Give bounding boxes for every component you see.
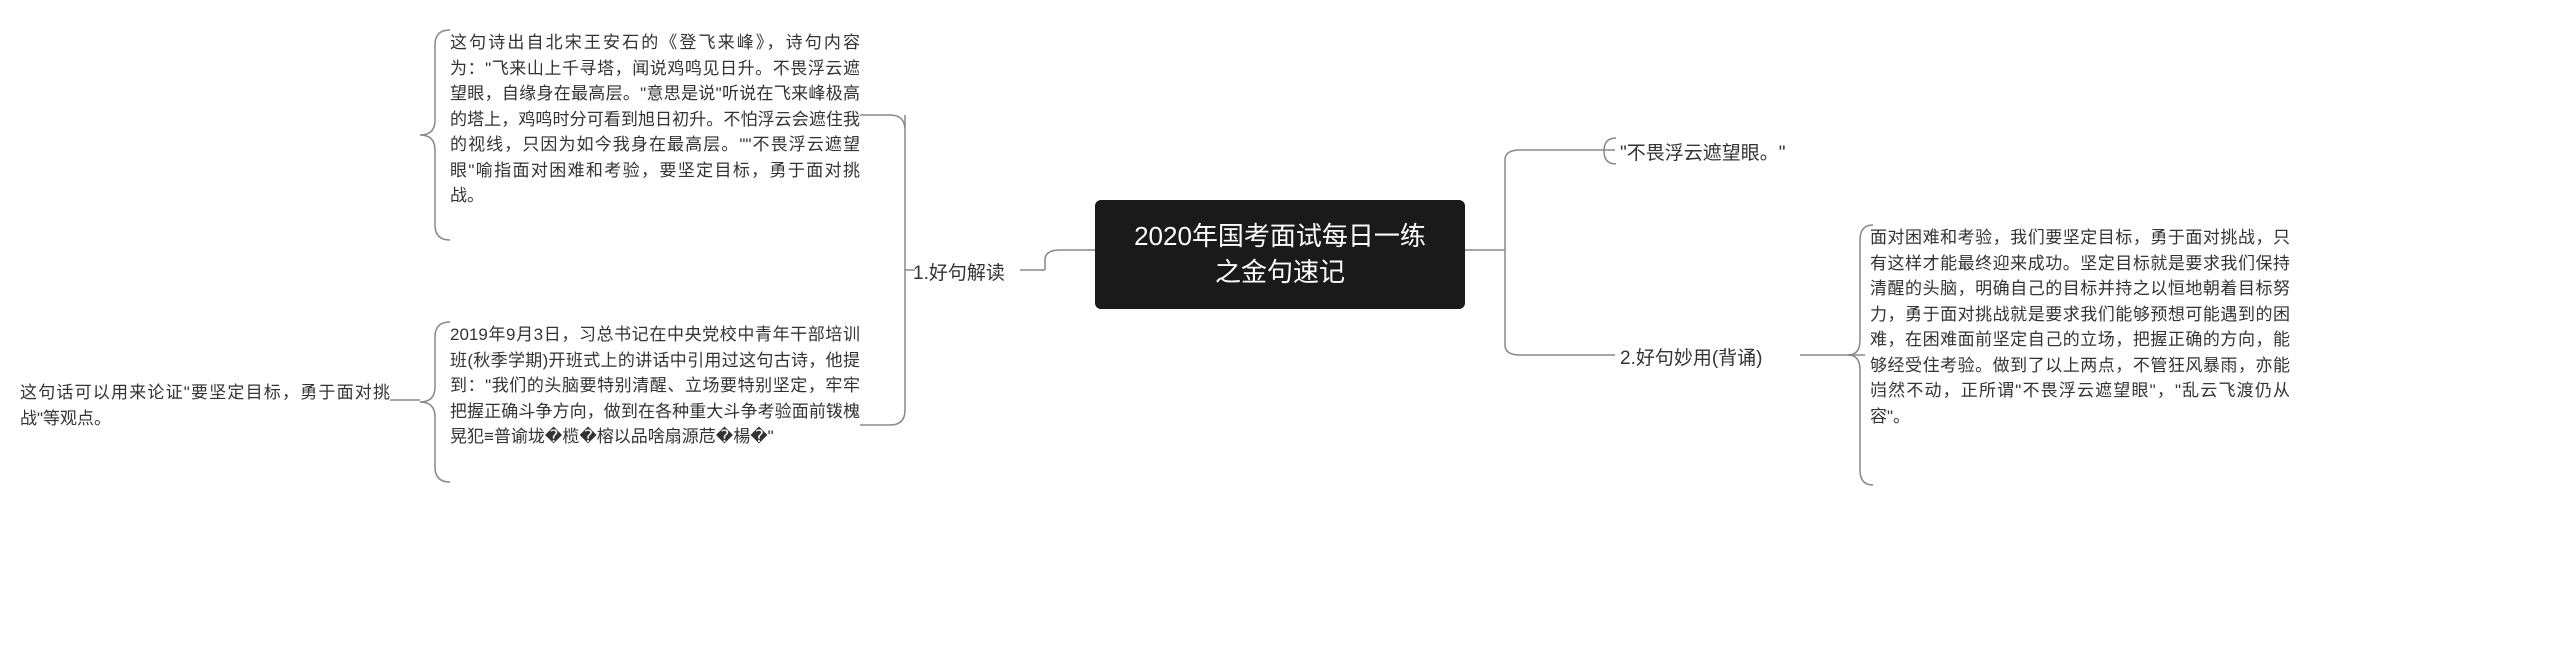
connector-right-top-mark [1598, 138, 1618, 164]
connector-leaf2-to-leaf3 [390, 395, 425, 405]
connector-center-to-right [1465, 130, 1625, 370]
connector-right-branch-to-leaf [1800, 350, 1870, 360]
center-topic: 2020年国考面试每日一练 之金句速记 [1095, 200, 1465, 309]
connector-center-to-left [1020, 200, 1100, 320]
right-branch-label: 2.好句妙用(背诵) [1620, 345, 1763, 374]
left-leaf-2: 2019年9月3日，习总书记在中央党校中青年干部培训班(秋季学期)开班式上的讲话… [450, 322, 860, 450]
left-leaf-1: 这句诗出自北宋王安石的《登飞来峰》，诗句内容为："飞来山上千寻塔，闻说鸡鸣见日升… [450, 30, 860, 209]
connector-left-leaf1-bracket [420, 30, 450, 240]
center-line2: 之金句速记 [1123, 254, 1437, 290]
left-branch-label: 1.好句解读 [913, 260, 1005, 289]
right-leaf-bottom: 面对困难和考验，我们要坚定目标，勇于面对挑战，只有这样才能最终迎来成功。坚定目标… [1870, 225, 2290, 429]
left-leaf-3: 这句话可以用来论证"要坚定目标，勇于面对挑战"等观点。 [20, 380, 390, 431]
right-leaf-top: "不畏浮云遮望眼。" [1620, 140, 1786, 169]
connector-left-leaf2-bracket [420, 322, 450, 482]
connector-left-branch-bracket [860, 30, 920, 480]
center-line1: 2020年国考面试每日一练 [1123, 218, 1437, 254]
